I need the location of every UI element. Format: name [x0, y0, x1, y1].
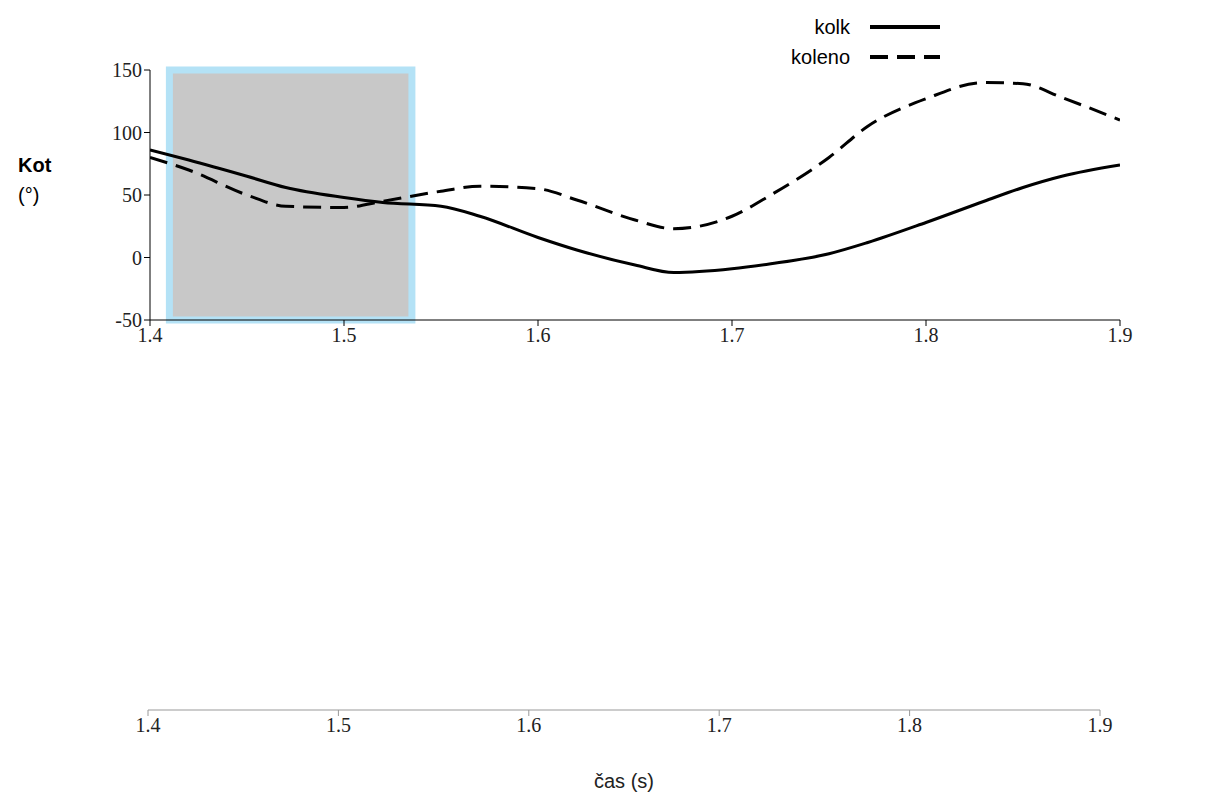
- svg-text:50: 50: [122, 184, 142, 206]
- svg-text:čas (s): čas (s): [594, 770, 654, 792]
- svg-text:1.5: 1.5: [326, 714, 351, 736]
- svg-text:150: 150: [112, 59, 142, 81]
- svg-text:1.8: 1.8: [897, 714, 922, 736]
- svg-text:1.7: 1.7: [707, 714, 732, 736]
- svg-text:1.7: 1.7: [720, 324, 745, 346]
- svg-text:1.9: 1.9: [1088, 714, 1113, 736]
- svg-text:1.6: 1.6: [516, 714, 541, 736]
- html-text:koleno: koleno: [791, 45, 850, 68]
- svg-text:1.6: 1.6: [526, 324, 551, 346]
- html-text:Kot: Kot: [18, 154, 52, 176]
- svg-text:1.4: 1.4: [136, 714, 161, 736]
- svg-text:1.9: 1.9: [1108, 324, 1133, 346]
- html-text:kolk: kolk: [814, 15, 850, 38]
- svg-text:1.5: 1.5: [332, 324, 357, 346]
- svg-text:0: 0: [132, 247, 142, 269]
- svg-text:100: 100: [112, 122, 142, 144]
- svg-text:1.4: 1.4: [137, 324, 163, 347]
- svg-text:-50: -50: [115, 309, 142, 331]
- svg-text:1.8: 1.8: [914, 324, 939, 346]
